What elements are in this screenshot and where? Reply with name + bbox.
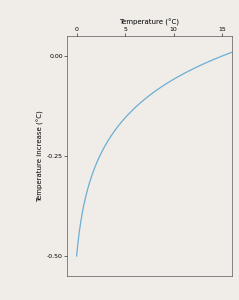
Y-axis label: Temperature increase (°C): Temperature increase (°C) bbox=[37, 110, 44, 202]
X-axis label: Temperature (°C): Temperature (°C) bbox=[119, 18, 179, 26]
